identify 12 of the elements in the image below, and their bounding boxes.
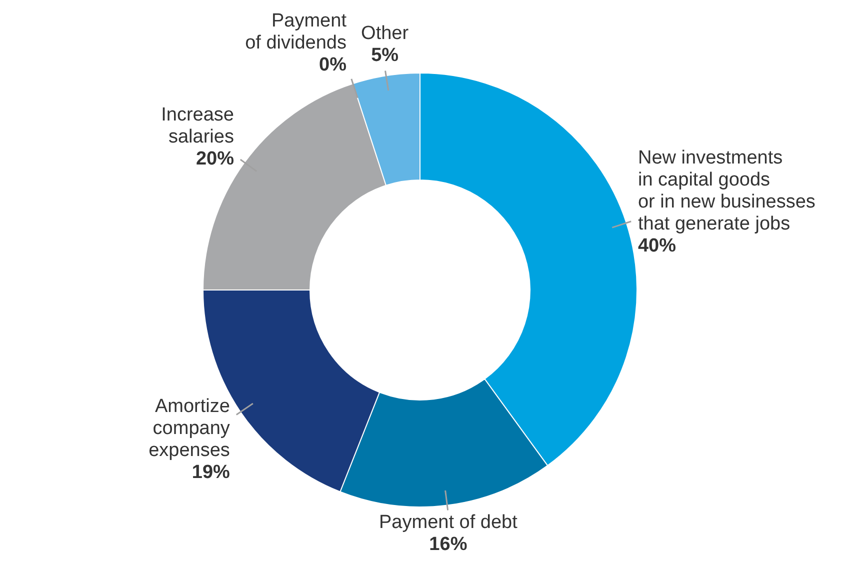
slice-label: Other	[361, 23, 410, 44]
data-label: 16%	[429, 534, 468, 556]
slice-label: Payment of debt	[379, 512, 518, 534]
text: 0%	[319, 54, 346, 76]
data-label: 19%	[192, 462, 230, 484]
slice-label: Amortize company expenses	[148, 396, 230, 462]
data-label: 5%	[371, 45, 399, 66]
slice-label: New investments in capital goods or in new businesses that generate jobs	[638, 147, 816, 234]
category-label: Payment of dividends	[245, 10, 346, 54]
data-label: 40%	[638, 235, 676, 256]
data-label: 20%	[196, 148, 234, 170]
slice-label: Increase salaries	[161, 104, 234, 148]
